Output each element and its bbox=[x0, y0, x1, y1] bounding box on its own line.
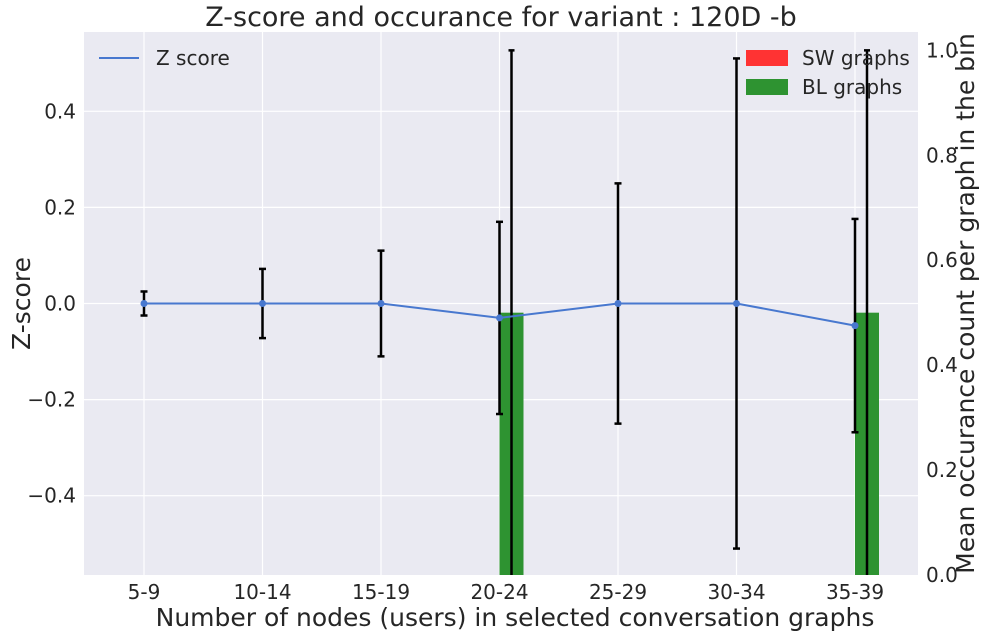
z-score-point-5 bbox=[733, 300, 740, 307]
y-left-tick-label-0: −0.4 bbox=[27, 484, 76, 508]
x-tick-label-2: 15-19 bbox=[352, 580, 410, 604]
legend-label-sw-graphs: SW graphs bbox=[802, 46, 910, 70]
y-axis-label-left: Z-score bbox=[7, 257, 36, 350]
x-tick-label-6: 35-39 bbox=[826, 580, 884, 604]
legend-swatch-bl-graphs bbox=[746, 79, 788, 95]
y-right-tick-label-1: 0.2 bbox=[926, 458, 958, 482]
z-score-point-0 bbox=[140, 300, 148, 307]
y-left-tick-label-4: 0.4 bbox=[44, 99, 76, 123]
z-score-point-6 bbox=[851, 322, 859, 330]
y-left-tick-label-2: 0.0 bbox=[44, 292, 76, 316]
z-score-point-4 bbox=[614, 300, 622, 307]
legend-swatch-sw-graphs bbox=[746, 50, 788, 66]
tick-labels: 5-9 10-14 15-19 20-24 25-29 30-34 35-39 −0.4 −0.… bbox=[27, 38, 957, 604]
x-tick-label-4: 25-29 bbox=[589, 580, 647, 604]
y-left-tick-label-3: 0.2 bbox=[44, 195, 76, 219]
legend-label-bl-graphs: BL graphs bbox=[802, 75, 902, 99]
y-right-tick-label-3: 0.6 bbox=[926, 248, 958, 272]
z-score-line bbox=[140, 300, 859, 330]
chart-title: Z-score and occurance for variant : 120D… bbox=[205, 2, 797, 33]
z-score-point-2 bbox=[377, 300, 385, 307]
x-tick-label-5: 30-34 bbox=[707, 580, 765, 604]
y-right-tick-label-4: 0.8 bbox=[926, 143, 958, 167]
z-score-point-1 bbox=[259, 300, 266, 307]
legend-label-z-score: Z score bbox=[156, 46, 230, 70]
y-right-tick-label-2: 0.4 bbox=[926, 353, 958, 377]
bar-error-bars bbox=[508, 49, 870, 575]
z-score-point-3 bbox=[496, 314, 503, 322]
legend-bars: SW graphs BL graphs bbox=[746, 46, 910, 99]
y-right-tick-label-0: 0.0 bbox=[926, 563, 958, 587]
legend-line: Z score bbox=[99, 46, 230, 70]
x-tick-label-1: 10-14 bbox=[233, 580, 291, 604]
x-tick-label-3: 20-24 bbox=[470, 580, 528, 604]
y-left-tick-label-1: −0.2 bbox=[27, 388, 76, 412]
y-axis-label-right: Mean occurance count per graph in the bi… bbox=[951, 33, 980, 574]
x-axis-label: Number of nodes (users) in selected conv… bbox=[156, 603, 875, 632]
y-right-tick-label-5: 1.0 bbox=[926, 38, 958, 62]
x-tick-label-0: 5-9 bbox=[128, 580, 161, 604]
